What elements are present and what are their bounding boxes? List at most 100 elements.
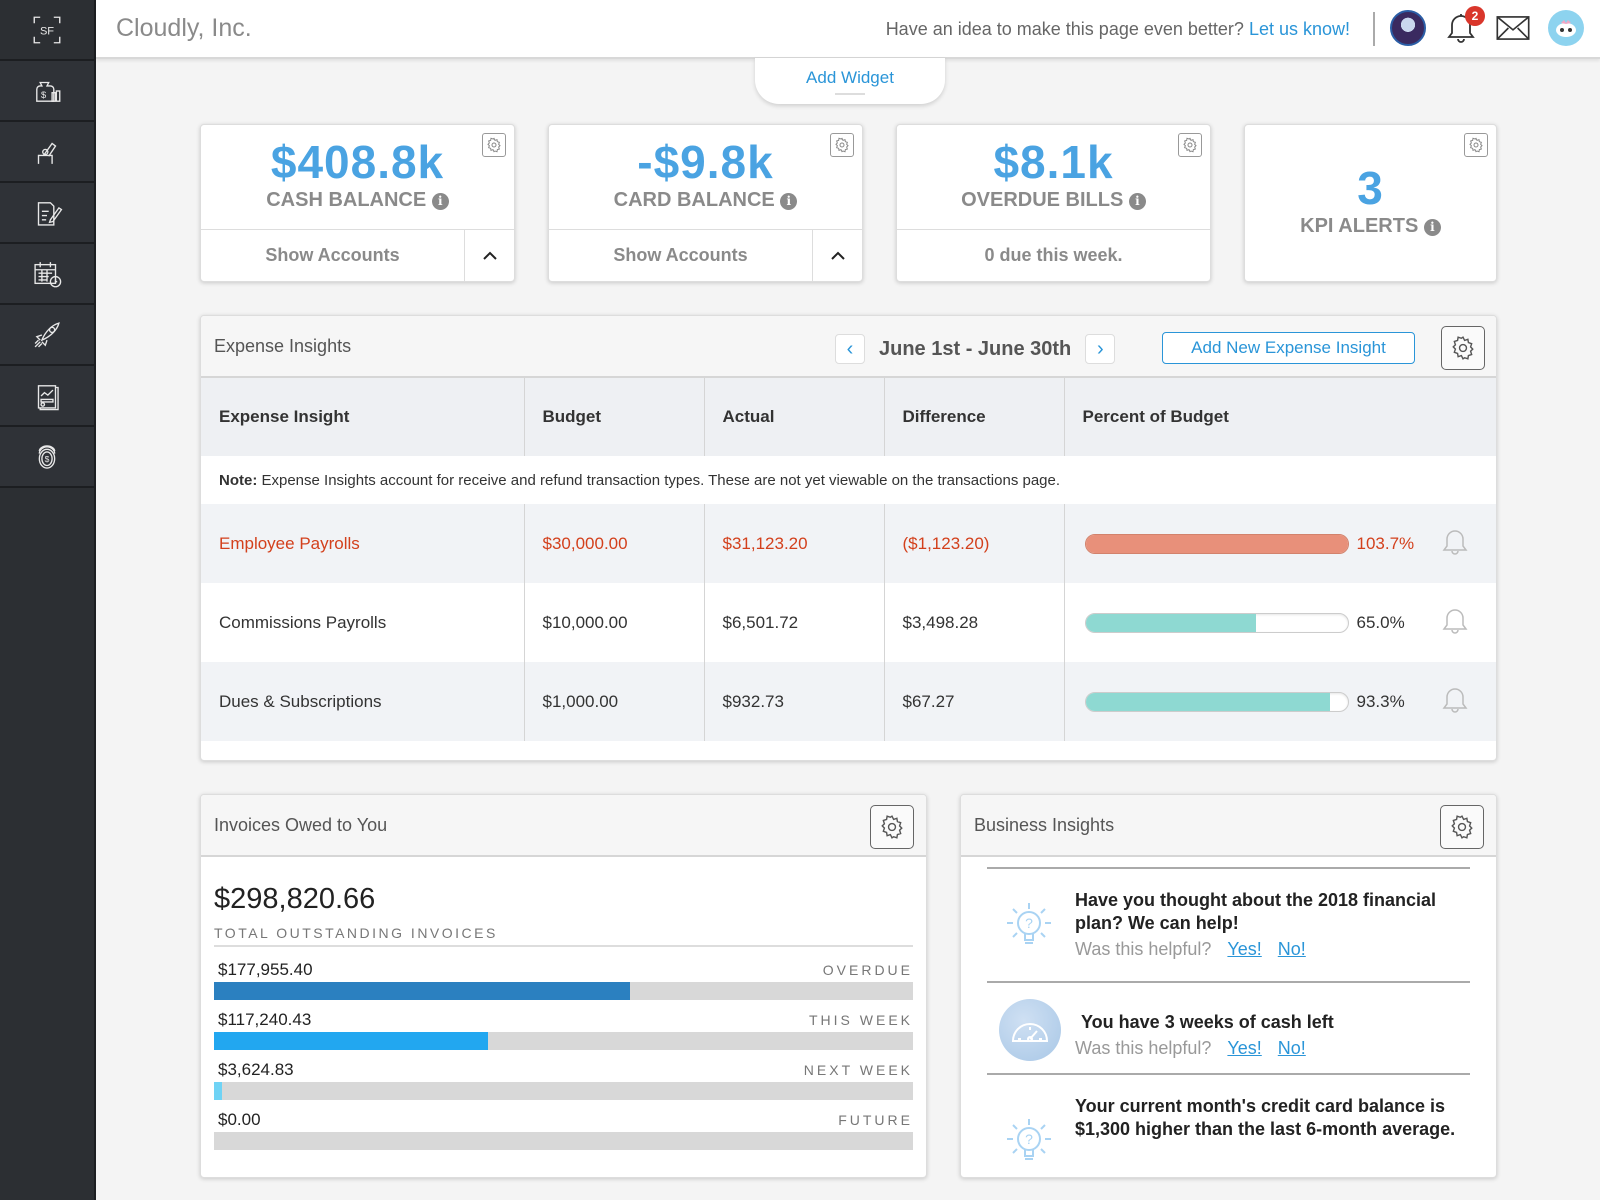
panel-settings-button[interactable]: [1440, 805, 1484, 849]
panel-title: Expense Insights: [214, 336, 352, 356]
chevron-up-icon[interactable]: [812, 230, 862, 281]
expense-name: Dues & Subscriptions: [201, 662, 525, 741]
widget-settings-button[interactable]: [830, 133, 854, 157]
feedback-prompt: Have an idea to make this page even bett…: [886, 19, 1350, 40]
no-link[interactable]: No!: [1277, 1038, 1306, 1058]
percent-progress-bar: [1084, 691, 1349, 712]
invoice-bucket-future[interactable]: $0.00 FUTURE: [214, 1110, 913, 1156]
kpi-label: KPI ALERTS i: [1245, 215, 1496, 238]
document-edit-icon: [37, 201, 63, 226]
insight-item: ? Your current month's credit card balan…: [987, 1073, 1470, 1177]
notification-badge: 2: [1465, 6, 1485, 26]
widget-settings-button[interactable]: [1178, 133, 1202, 157]
info-icon[interactable]: i: [780, 193, 798, 210]
calendar-clock-icon: [34, 261, 62, 287]
lightbulb-question-icon: ?: [1007, 903, 1051, 944]
sidebar: SF $ $: [0, 0, 96, 1200]
alert-bell-icon[interactable]: [1442, 528, 1468, 556]
show-accounts-button[interactable]: Show Accounts: [265, 245, 400, 265]
alert-bell-icon[interactable]: [1442, 607, 1468, 635]
next-period-button[interactable]: ›: [1085, 334, 1116, 364]
sidebar-item-sign[interactable]: [0, 122, 94, 183]
budget-value: $10,000.00: [524, 583, 705, 662]
percent-value: 93.3%: [1356, 691, 1405, 711]
company-name: Cloudly, Inc.: [116, 14, 252, 42]
yes-link[interactable]: Yes!: [1227, 939, 1262, 959]
column-header[interactable]: Percent of Budget: [1064, 378, 1496, 456]
info-icon[interactable]: i: [1423, 219, 1441, 236]
no-link[interactable]: No!: [1277, 939, 1306, 959]
prev-period-button[interactable]: ‹: [835, 334, 865, 364]
due-this-week-text: 0 due this week.: [984, 245, 1123, 265]
column-header[interactable]: Budget: [524, 378, 705, 456]
widget-settings-button[interactable]: [482, 133, 506, 157]
percent-value: 103.7%: [1356, 533, 1415, 553]
header-divider: [1373, 12, 1375, 46]
mail-icon[interactable]: [1495, 10, 1531, 46]
difference-value: $3,498.28: [884, 583, 1065, 662]
sidebar-item-calendar[interactable]: [0, 244, 94, 305]
alert-bell-icon[interactable]: [1442, 686, 1468, 714]
panel-settings-button[interactable]: [1441, 326, 1485, 370]
panel-title: Business Insights: [974, 815, 1115, 835]
sidebar-item-cash[interactable]: $: [0, 61, 94, 122]
actual-value: $932.73: [704, 662, 885, 741]
sidebar-item-coins[interactable]: $: [0, 427, 94, 488]
feedback-text: Have an idea to make this page even bett…: [885, 19, 1244, 39]
kpi-card-overdue-bills: $8.1k OVERDUE BILLS i 0 due this week.: [896, 124, 1211, 282]
sidebar-item-documents[interactable]: [0, 183, 94, 244]
percent-progress-bar: [1084, 612, 1349, 633]
date-range-label: June 1st - June 30th: [879, 337, 1072, 360]
sidebar-item-growth[interactable]: [0, 305, 94, 366]
chevron-up-icon[interactable]: [464, 230, 514, 281]
table-row[interactable]: Dues & Subscriptions $1,000.00 $932.73 $…: [201, 662, 1496, 741]
invoice-bucket-next-week[interactable]: $3,624.83 NEXT WEEK: [214, 1060, 913, 1106]
app-logo[interactable]: SF: [0, 0, 94, 61]
show-accounts-button[interactable]: Show Accounts: [613, 245, 748, 265]
budget-value: $1,000.00: [524, 662, 705, 741]
widget-settings-button[interactable]: [1464, 133, 1488, 157]
percent-value: 65.0%: [1356, 612, 1405, 632]
svg-text:$: $: [45, 454, 50, 464]
kpi-label: CARD BALANCE i: [549, 189, 862, 212]
table-row[interactable]: Employee Payrolls $30,000.00 $31,123.20 …: [201, 504, 1496, 583]
kpi-card-kpi-alerts: 3 KPI ALERTS i: [1244, 124, 1497, 282]
column-header[interactable]: Expense Insight: [201, 378, 525, 456]
column-header[interactable]: Difference: [884, 378, 1065, 456]
kpi-value: $8.1k: [993, 136, 1114, 188]
divider: [214, 945, 913, 947]
info-icon[interactable]: i: [1128, 193, 1146, 210]
table-row[interactable]: Commissions Payrolls $10,000.00 $6,501.7…: [201, 583, 1496, 662]
insight-text: Your current month's credit card balance…: [1075, 1096, 1456, 1139]
kpi-value: -$9.8k: [637, 136, 774, 188]
info-icon[interactable]: i: [431, 193, 449, 210]
yes-link[interactable]: Yes!: [1227, 1038, 1262, 1058]
svg-text:?: ?: [1025, 1131, 1033, 1147]
kpi-label: CASH BALANCE i: [201, 189, 514, 212]
gear-icon: [487, 137, 501, 153]
kpi-label: OVERDUE BILLS i: [897, 189, 1210, 212]
expense-name: Employee Payrolls: [201, 504, 525, 583]
insight-text: You have 3 weeks of cash left: [1081, 1012, 1334, 1032]
invoices-panel: Invoices Owed to You $298,820.66 TOTAL O…: [200, 794, 927, 1178]
user-avatar[interactable]: [1390, 10, 1426, 46]
feedback-link[interactable]: Let us know!: [1248, 19, 1350, 39]
total-outstanding-amount: $298,820.66: [214, 883, 376, 915]
add-widget-button[interactable]: Add Widget: [755, 58, 945, 104]
expense-table: Expense Insight Budget Actual Difference…: [201, 378, 1496, 741]
kpi-value: 3: [1357, 162, 1384, 214]
column-header[interactable]: Actual: [704, 378, 885, 456]
panel-settings-button[interactable]: [870, 805, 914, 849]
difference-value: $67.27: [884, 662, 1065, 741]
gear-icon: [1469, 137, 1483, 153]
insight-item: ? Have you thought about the 2018 financ…: [987, 867, 1470, 981]
invoice-progress-bar: [214, 1082, 913, 1100]
company-avatar[interactable]: [1548, 10, 1584, 46]
svg-text:$: $: [41, 89, 47, 99]
sidebar-item-reports[interactable]: [0, 366, 94, 427]
add-expense-insight-button[interactable]: Add New Expense Insight: [1162, 332, 1415, 364]
table-note: Note: Expense Insights account for recei…: [201, 456, 1496, 504]
invoice-bucket-overdue[interactable]: $177,955.40 OVERDUE: [214, 960, 913, 1006]
invoice-bucket-this-week[interactable]: $117,240.43 THIS WEEK: [214, 1010, 913, 1056]
difference-value: ($1,123.20): [884, 504, 1065, 583]
